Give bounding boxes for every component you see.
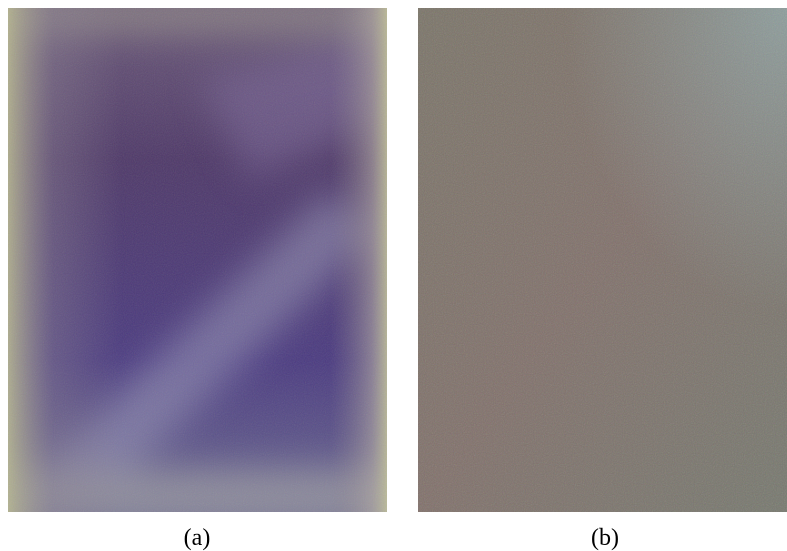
- figure: (a) (b): [0, 0, 787, 551]
- image-b: [418, 8, 787, 512]
- caption: (a): [184, 525, 211, 551]
- caption: (b): [591, 525, 619, 551]
- image-a: [0, 0, 400, 520]
